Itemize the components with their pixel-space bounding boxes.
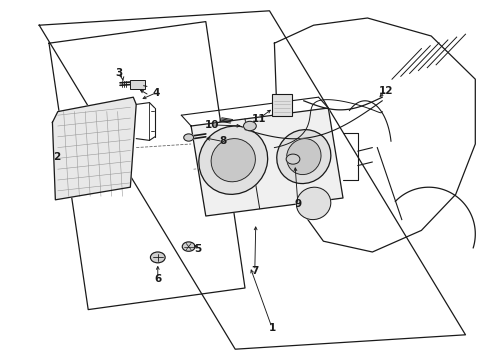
Ellipse shape [296, 187, 331, 220]
Circle shape [286, 154, 300, 164]
Text: 11: 11 [251, 114, 266, 124]
FancyBboxPatch shape [272, 94, 292, 116]
Text: 7: 7 [251, 266, 259, 276]
Circle shape [150, 252, 165, 263]
Text: 5: 5 [194, 244, 201, 255]
Circle shape [244, 121, 256, 131]
Ellipse shape [277, 130, 331, 184]
Text: 1: 1 [269, 323, 275, 333]
FancyBboxPatch shape [130, 80, 145, 89]
Text: 12: 12 [379, 86, 393, 96]
Text: 10: 10 [204, 120, 219, 130]
Ellipse shape [211, 139, 255, 182]
Text: 4: 4 [152, 88, 160, 98]
Polygon shape [52, 97, 136, 200]
Circle shape [184, 134, 194, 141]
Polygon shape [191, 108, 343, 216]
Text: 8: 8 [220, 136, 226, 147]
Ellipse shape [199, 126, 268, 194]
Text: 2: 2 [53, 152, 60, 162]
Text: 9: 9 [294, 199, 301, 210]
Ellipse shape [287, 139, 321, 175]
Text: 6: 6 [154, 274, 161, 284]
Text: 3: 3 [115, 68, 122, 78]
Circle shape [182, 242, 195, 251]
